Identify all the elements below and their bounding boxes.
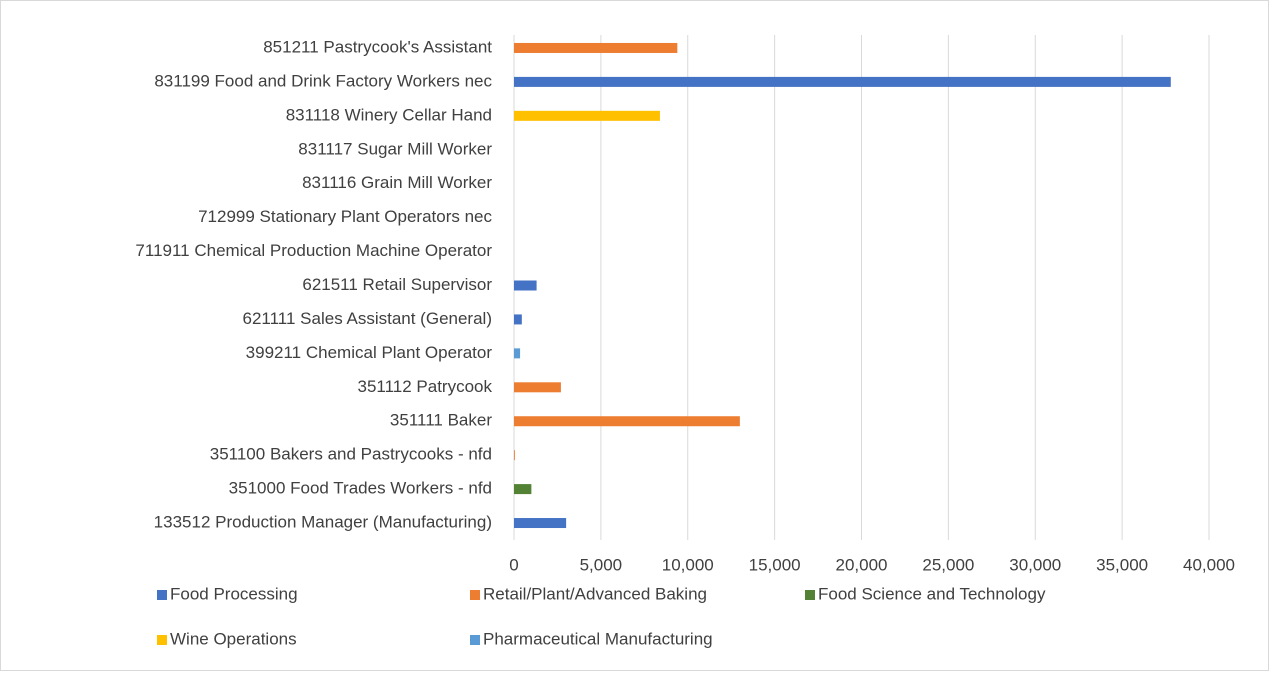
y-tick-label: 621111 Sales Assistant (General) (243, 309, 492, 328)
x-tick-label: 20,000 (836, 555, 888, 574)
x-tick-label: 30,000 (1009, 555, 1061, 574)
y-tick-label: 831199 Food and Drink Factory Workers ne… (154, 71, 492, 90)
legend-label: Wine Operations (170, 629, 297, 648)
bar (514, 518, 567, 529)
legend-swatch (470, 635, 480, 645)
y-tick-label: 831116 Grain Mill Worker (302, 173, 492, 192)
legend-swatch (470, 590, 480, 600)
y-tick-label: 351111 Baker (390, 411, 492, 430)
legend-swatch (157, 590, 167, 600)
y-tick-label: 831117 Sugar Mill Worker (298, 139, 492, 158)
bar (514, 42, 678, 53)
y-tick-label: 712999 Stationary Plant Operators nec (198, 207, 492, 226)
x-tick-label: 10,000 (662, 555, 714, 574)
x-tick-label: 5,000 (580, 555, 623, 574)
bar (514, 314, 522, 325)
y-tick-label: 831118 Winery Cellar Hand (286, 105, 492, 124)
bar (514, 450, 515, 461)
x-tick-label: 35,000 (1096, 555, 1148, 574)
bar (514, 348, 521, 359)
x-tick-label: 0 (509, 555, 518, 574)
bar (514, 416, 740, 427)
bar (514, 382, 561, 393)
y-tick-label: 351100 Bakers and Pastrycooks - nfd (210, 445, 492, 464)
legend-swatch (805, 590, 815, 600)
legend-label: Food Science and Technology (818, 584, 1046, 603)
y-tick-label: 851211 Pastrycook's Assistant (263, 37, 492, 56)
bar (514, 110, 660, 121)
bar (514, 280, 537, 291)
y-tick-label: 399211 Chemical Plant Operator (246, 343, 493, 362)
y-tick-label: 351112 Patrycook (357, 377, 492, 396)
bar (514, 76, 1171, 87)
x-tick-label: 15,000 (749, 555, 801, 574)
x-tick-label: 40,000 (1183, 555, 1235, 574)
y-tick-label: 621511 Retail Supervisor (302, 275, 492, 294)
y-tick-label: 351000 Food Trades Workers - nfd (229, 479, 492, 498)
y-tick-label: 133512 Production Manager (Manufacturing… (154, 513, 492, 532)
legend-label: Retail/Plant/Advanced Baking (483, 584, 707, 603)
bar (514, 484, 532, 495)
legend-label: Food Processing (170, 584, 298, 603)
x-tick-label: 25,000 (922, 555, 974, 574)
legend-label: Pharmaceutical Manufacturing (483, 629, 713, 648)
legend-swatch (157, 635, 167, 645)
y-tick-label: 711911 Chemical Production Machine Opera… (135, 241, 492, 260)
